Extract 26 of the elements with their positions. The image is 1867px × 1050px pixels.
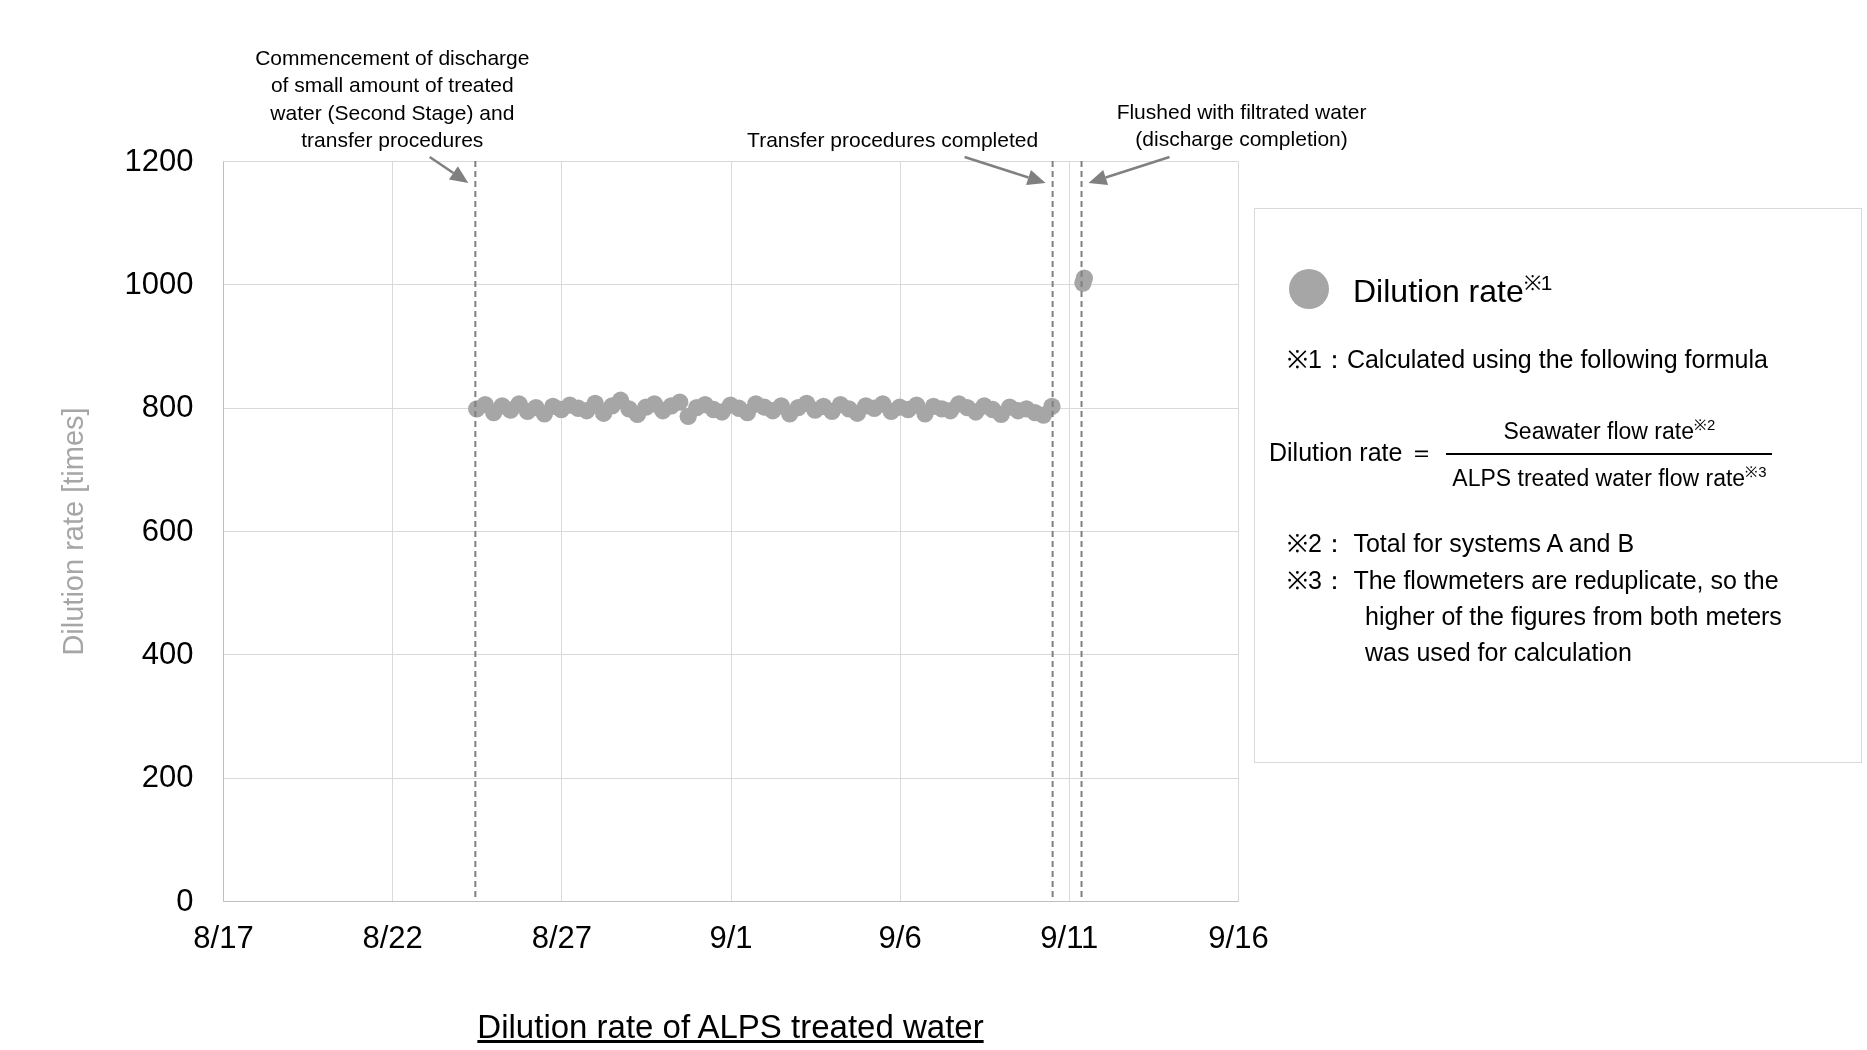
y-tick-label: 1200 bbox=[124, 142, 194, 178]
x-tick-label: 8/17 bbox=[193, 919, 254, 955]
x-tick-label: 9/6 bbox=[878, 919, 922, 955]
text: Dilution rate ＝ bbox=[1269, 437, 1435, 469]
x-tick-label: 9/16 bbox=[1208, 919, 1269, 955]
y-tick-label: 400 bbox=[141, 635, 194, 671]
y-tick-label: 0 bbox=[176, 882, 194, 918]
y-axis-title: Dilution rate [times] bbox=[56, 407, 89, 656]
x-tick-label: 8/27 bbox=[531, 919, 593, 955]
y-tick-label: 1000 bbox=[124, 265, 194, 301]
text: Dilution rate of ALPS treated water bbox=[476, 1008, 985, 1046]
ref-line-label: Flushed with filtrated water (discharge completion) bbox=[1115, 99, 1368, 153]
y-tick-label: 600 bbox=[141, 512, 194, 548]
ref-line-label: Transfer procedures completed bbox=[746, 127, 1040, 153]
legend-label: Dilution rate$^{※1}$ bbox=[1353, 270, 1553, 310]
ref-line-label: Commencement of discharge of small amount of treated water (Second Stage) and transfer procedures bbox=[254, 45, 531, 153]
text: ※2： Total for systems A and B bbox=[1287, 528, 1636, 560]
y-tick-label: 200 bbox=[141, 759, 194, 795]
y-tick-label: 800 bbox=[141, 389, 194, 425]
text: ALPS treated water flow rate$^{※3}$ bbox=[1452, 461, 1767, 492]
x-tick-label: 9/1 bbox=[709, 919, 753, 955]
x-tick-label: 9/11 bbox=[1040, 919, 1099, 955]
text: Seawater flow rate$^{※2}$ bbox=[1446, 414, 1773, 455]
x-tick-label: 8/22 bbox=[362, 919, 423, 955]
text: ※1：Calculated using the following formula bbox=[1287, 344, 1769, 375]
text: ※3： The flowmeters are reduplicate, so the higher of the figures from both meters was used for calculation bbox=[1287, 564, 1783, 669]
